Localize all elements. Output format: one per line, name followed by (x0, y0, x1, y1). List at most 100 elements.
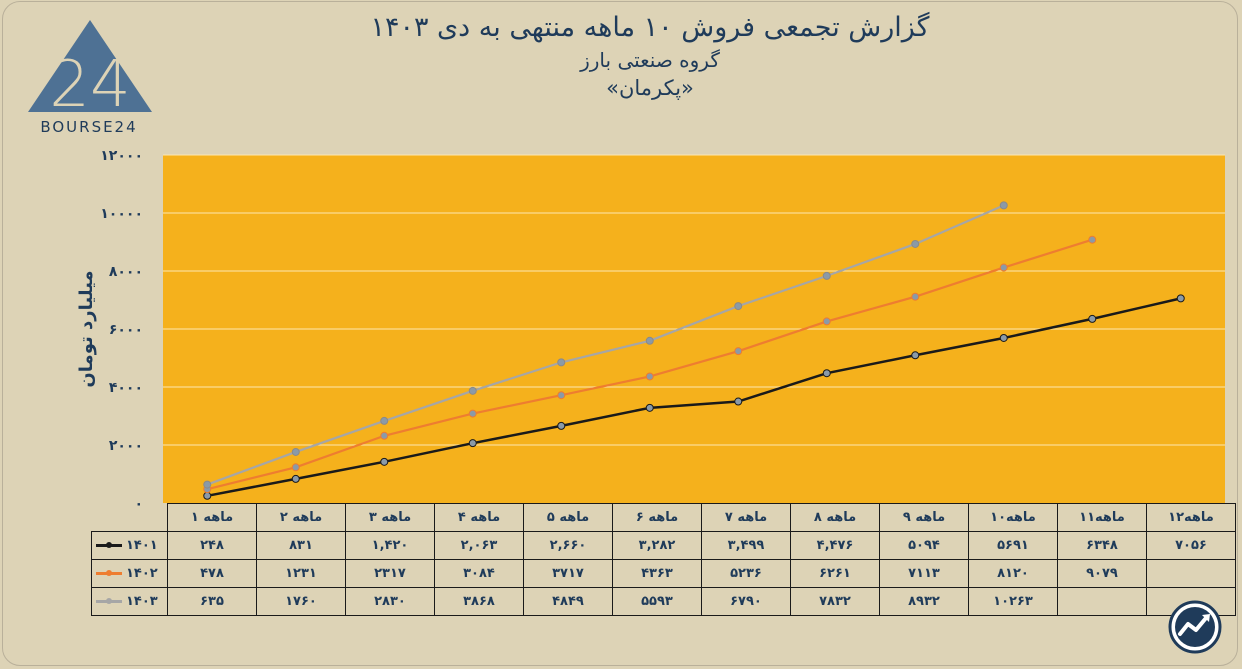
x-tick-label: ۸ ماهه (790, 503, 880, 532)
data-point (911, 292, 920, 301)
data-point (734, 397, 743, 406)
data-point (1176, 294, 1185, 303)
x-tick-label: ۴ ماهه (434, 503, 524, 532)
data-point (291, 474, 300, 483)
data-label: ۲۸۳۰ (345, 587, 435, 616)
data-label: ۶۲۶۱ (790, 559, 880, 588)
table-row: ۱۴۰۱ ۲۴۸ ۸۳۱ ۱,۴۲۰ ۲,۰۶۳ ۲,۶۶۰ ۳,۲۸۲ ۳,۴۹۹ ۴,۴۷۶… (91, 531, 1236, 560)
data-point (203, 491, 212, 500)
data-label: ۷۱۱۳ (879, 559, 969, 588)
data-label: ۸۱۲۰ (968, 559, 1058, 588)
data-point (380, 431, 389, 440)
data-label (1146, 559, 1236, 588)
legend-entry: ۱۴۰۳ (91, 587, 168, 616)
x-tick-label: ۵ ماهه (523, 503, 613, 532)
data-label: ۴۳۶۳ (612, 559, 702, 588)
data-point (380, 416, 389, 425)
data-label (1057, 587, 1147, 616)
x-tick-label: ۹ ماهه (879, 503, 969, 532)
data-label: ۵۲۳۶ (701, 559, 791, 588)
x-tick-label: ۱ ماهه (167, 503, 257, 532)
data-label: ۶۳۴۸ (1057, 531, 1147, 560)
data-label: ۳۷۱۷ (523, 559, 613, 588)
data-label: ۳,۲۸۲ (612, 531, 702, 560)
data-point (468, 409, 477, 418)
data-point (468, 386, 477, 395)
data-label: ۳۰۸۴ (434, 559, 524, 588)
company-name: «پکرمان» (606, 76, 694, 100)
data-label: ۱۰۲۶۳ (968, 587, 1058, 616)
y-tick-label: ۸۰۰۰ (109, 264, 143, 280)
y-tick-label: ۱۲۰۰۰ (100, 148, 143, 164)
legend-swatch (96, 598, 122, 604)
title-block: گزارش تجمعی فروش ۱۰ ماهه منتهی به دی ۱۴۰… (300, 10, 1000, 102)
data-label: ۲,۰۶۳ (434, 531, 524, 560)
data-label: ۶۷۹۰ (701, 587, 791, 616)
legend-swatch (96, 542, 122, 548)
legend-entry: ۱۴۰۲ (91, 559, 168, 588)
series-line-2 (206, 204, 1005, 486)
data-point (999, 333, 1008, 342)
data-point (822, 369, 831, 378)
data-label: ۷۸۳۲ (790, 587, 880, 616)
trend-badge-icon (1168, 600, 1222, 654)
x-tick-label: ۱۰ماهه (968, 503, 1058, 532)
data-point (734, 347, 743, 356)
data-point (999, 201, 1008, 210)
data-point (822, 317, 831, 326)
series-line-0 (207, 297, 1182, 498)
logo-text: BOURSE24 (40, 118, 138, 136)
data-point (911, 351, 920, 360)
data-point (999, 263, 1008, 272)
x-tick-label: ۱۲ماهه (1146, 503, 1236, 532)
data-label: ۲۴۸ (167, 531, 257, 560)
table-corner (92, 504, 168, 532)
data-label: ۴,۴۷۶ (790, 531, 880, 560)
data-point (557, 358, 566, 367)
data-label: ۵۵۹۳ (612, 587, 702, 616)
data-label: ۱۷۶۰ (256, 587, 346, 616)
x-tick-label: ۲ ماهه (256, 503, 346, 532)
x-tick-label: ۳ ماهه (345, 503, 435, 532)
series-name: ۱۴۰۱ (126, 538, 158, 553)
chart-title: گزارش تجمعی فروش ۱۰ ماهه منتهی به دی ۱۴۰… (370, 12, 930, 43)
y-tick-label: ۰ (134, 496, 143, 512)
chart-subtitle: گروه صنعتی بارز (580, 48, 720, 72)
legend-swatch (96, 570, 122, 576)
data-label: ۱۲۳۱ (256, 559, 346, 588)
data-label: ۷۰۵۶ (1146, 531, 1236, 560)
data-table: ۱ ماهه ۲ ماهه ۳ ماهه ۴ ماهه ۵ ماهه ۶ ماهه ۷ ما… (91, 503, 1236, 616)
data-point (380, 457, 389, 466)
data-point (645, 336, 654, 345)
data-point (557, 391, 566, 400)
data-label: ۴۷۸ (167, 559, 257, 588)
data-point (645, 403, 654, 412)
data-label: ۳,۴۹۹ (701, 531, 791, 560)
data-point (203, 480, 212, 489)
data-label: ۲۳۱۷ (345, 559, 435, 588)
table-row: ۱۴۰۳ ۶۳۵ ۱۷۶۰ ۲۸۳۰ ۳۸۶۸ ۴۸۴۹ ۵۵۹۳ ۶۷۹۰ ۷۸۳۲ ۸۹۳۲ ۱… (91, 587, 1236, 616)
x-tick-label: ۷ ماهه (701, 503, 791, 532)
y-tick-label: ۱۰۰۰۰ (100, 206, 143, 222)
data-point (1088, 314, 1097, 323)
data-label: ۹۰۷۹ (1057, 559, 1147, 588)
series-name: ۱۴۰۲ (126, 566, 158, 581)
data-label: ۵۶۹۱ (968, 531, 1058, 560)
data-point (645, 372, 654, 381)
data-point (468, 439, 477, 448)
data-point (911, 239, 920, 248)
data-label: ۵۰۹۴ (879, 531, 969, 560)
data-label: ۸۳۱ (256, 531, 346, 560)
data-label: ۶۳۵ (167, 587, 257, 616)
series-name: ۱۴۰۳ (126, 594, 158, 609)
y-tick-label: ۴۰۰۰ (109, 380, 143, 396)
legend-entry: ۱۴۰۱ (91, 531, 168, 560)
bourse24-logo-icon: 24 (28, 20, 152, 122)
data-point (822, 271, 831, 280)
data-label: ۲,۶۶۰ (523, 531, 613, 560)
data-label: ۸۹۳۲ (879, 587, 969, 616)
logo-digits: 24 (49, 48, 130, 122)
data-point (557, 421, 566, 430)
y-axis-label: میلیارد تومان (76, 270, 97, 387)
